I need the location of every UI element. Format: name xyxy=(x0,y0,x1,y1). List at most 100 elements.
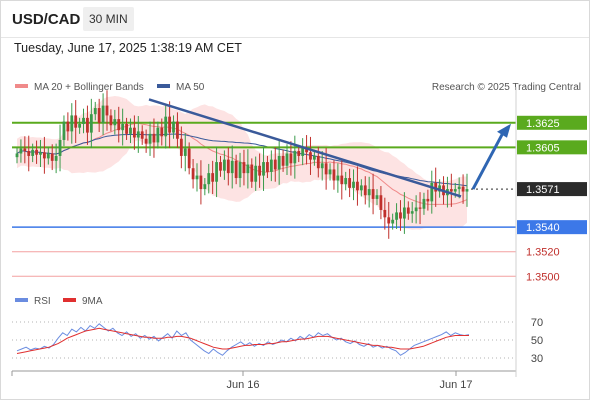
resistance-label-box xyxy=(517,115,587,130)
trendline xyxy=(148,98,462,198)
candle-body xyxy=(426,198,430,202)
candle-body xyxy=(234,160,238,179)
x-tick-label: Jun 17 xyxy=(439,379,472,391)
candle-body xyxy=(42,152,46,159)
candle-body xyxy=(148,133,152,144)
candle-body xyxy=(434,182,438,192)
rsi-line xyxy=(16,323,470,356)
candle-body xyxy=(226,159,230,174)
candle-body xyxy=(121,124,125,131)
candle-body xyxy=(438,185,442,192)
candle-body xyxy=(309,152,312,160)
candle-body xyxy=(305,147,308,153)
timeframe-badge[interactable]: 30 MIN xyxy=(83,7,134,31)
candle-body xyxy=(254,165,258,182)
candle-body xyxy=(242,162,246,174)
ma50-legend-label: MA 50 xyxy=(176,82,205,93)
candle-body xyxy=(199,175,203,190)
candle-body xyxy=(136,131,140,138)
candle-body xyxy=(140,131,144,139)
resistance-label-box xyxy=(517,140,587,155)
rsi-ma-line xyxy=(16,327,469,354)
candle-body xyxy=(383,209,387,218)
candle-body xyxy=(97,108,101,123)
rsi-tick-label: 70 xyxy=(531,317,543,329)
candle-body xyxy=(273,159,277,170)
candle-body xyxy=(238,162,242,179)
candle-body xyxy=(230,160,234,174)
candle-body xyxy=(31,149,35,156)
candle-body xyxy=(23,148,27,152)
candle-body xyxy=(406,207,410,214)
candle-body xyxy=(207,173,211,185)
x-axis-labels: Jun 16 Jun 17 xyxy=(11,371,473,391)
candle-body xyxy=(176,121,179,139)
candle-body xyxy=(66,121,70,132)
candle-body xyxy=(344,178,348,185)
candle-body xyxy=(203,184,207,190)
ma20-legend-label: MA 20 + Bollinger Bands xyxy=(34,82,144,93)
candle-body xyxy=(89,114,93,133)
rsi-tick-label: 50 xyxy=(531,335,543,347)
candle-body xyxy=(93,108,97,115)
candle-body xyxy=(74,115,78,128)
ma50-legend-swatch xyxy=(157,84,170,88)
resistance-label: 1.3625 xyxy=(526,118,560,130)
candle-body xyxy=(320,163,324,169)
candle-body xyxy=(129,127,132,134)
candle-body xyxy=(348,178,352,188)
rsi-tick-label: 30 xyxy=(531,353,543,365)
candle-body xyxy=(356,181,359,191)
candle-body xyxy=(219,162,222,171)
rsi-panel: 70 50 30 xyxy=(12,317,543,365)
candle-body xyxy=(164,116,168,137)
candle-body xyxy=(269,159,273,172)
candle-body xyxy=(109,115,113,126)
chart-header: USD/CAD 30 MIN xyxy=(1,1,589,38)
candle-body xyxy=(82,117,85,125)
overlay-layer: 1.3571 xyxy=(148,98,587,198)
candle-body xyxy=(39,152,42,155)
rsi-ma-legend-label: 9MA xyxy=(82,296,103,307)
candle-body xyxy=(101,105,105,123)
candle-body xyxy=(457,186,461,190)
timestamp: Tuesday, June 17, 2025 1:38:19 AM CET xyxy=(14,41,242,55)
candle-body xyxy=(293,151,297,164)
candle-body xyxy=(62,121,66,140)
candle-body xyxy=(422,198,426,209)
candle-body xyxy=(371,189,375,199)
candle-body xyxy=(332,169,336,181)
candle-body xyxy=(277,155,281,170)
rsi-legend-label: RSI xyxy=(34,296,51,307)
support-dim-label: 1.3500 xyxy=(526,271,560,283)
candle-body xyxy=(391,219,395,224)
candle-body xyxy=(246,164,250,174)
current-price-box xyxy=(517,182,587,197)
candle-body xyxy=(156,127,160,143)
candle-body xyxy=(449,189,453,192)
candle-body xyxy=(324,163,328,175)
candle-body xyxy=(113,119,117,126)
candle-body xyxy=(27,151,31,156)
credit-label: Research © 2025 Trading Central xyxy=(432,82,581,93)
symbol-title: USD/CAD xyxy=(12,11,81,28)
candle-body xyxy=(359,185,363,191)
support-dim-label: 1.3520 xyxy=(526,247,560,259)
current-price-label: 1.3571 xyxy=(526,184,560,196)
candle-body xyxy=(336,175,340,181)
candle-body xyxy=(379,195,383,210)
candle-body xyxy=(105,105,109,116)
candle-body xyxy=(19,148,23,154)
candle-body xyxy=(144,138,148,144)
candle-body xyxy=(352,181,355,188)
candle-body xyxy=(191,168,195,180)
candle-body xyxy=(387,217,391,224)
candle-body xyxy=(328,169,332,175)
candle-body xyxy=(35,149,38,155)
support-label: 1.3540 xyxy=(526,222,560,234)
candle-body xyxy=(222,159,226,171)
candle-body xyxy=(297,151,301,156)
candle-body xyxy=(395,212,398,220)
candle-body xyxy=(250,164,254,182)
candle-body xyxy=(453,189,457,192)
